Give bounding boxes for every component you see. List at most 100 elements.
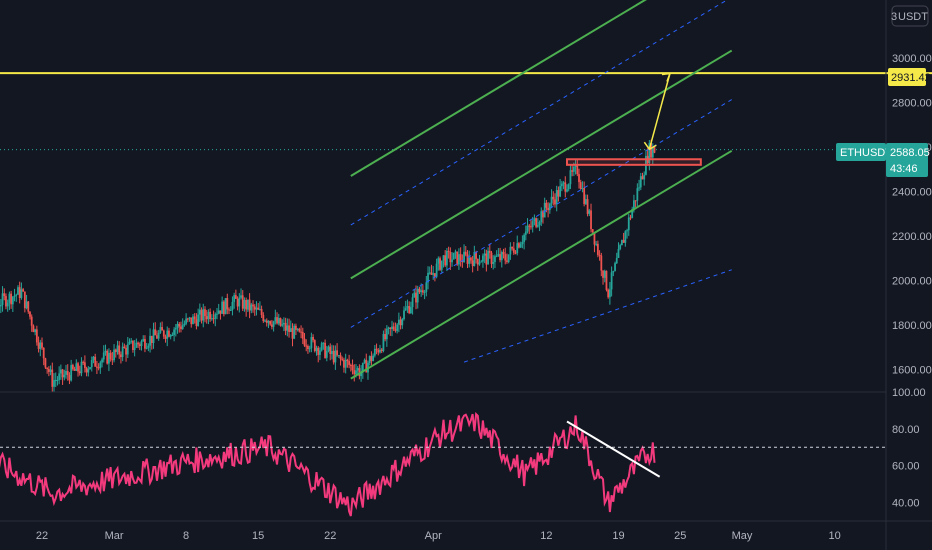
candle bbox=[499, 247, 501, 263]
candle bbox=[396, 323, 399, 334]
candle bbox=[101, 357, 103, 368]
candle bbox=[145, 342, 148, 350]
candle bbox=[71, 363, 74, 371]
rsi-axis[interactable]: 40.00 60.00 80.00 100.00 bbox=[892, 387, 926, 510]
candle bbox=[276, 312, 278, 325]
time-axis[interactable]: 22 Mar 8 15 22 Apr 12 19 25 May 10 bbox=[36, 530, 841, 542]
candle bbox=[535, 217, 538, 229]
candle bbox=[487, 247, 489, 265]
candle bbox=[643, 171, 646, 186]
candle bbox=[399, 316, 402, 330]
candle bbox=[298, 327, 301, 333]
channel-midline[interactable] bbox=[463, 269, 732, 363]
candle bbox=[166, 326, 169, 347]
candle bbox=[336, 343, 338, 357]
candle bbox=[106, 349, 109, 365]
candle bbox=[449, 247, 452, 270]
candle bbox=[8, 291, 11, 311]
candle bbox=[507, 254, 510, 264]
rsi-line bbox=[0, 411, 656, 517]
candle bbox=[181, 318, 184, 330]
candle bbox=[552, 191, 555, 206]
candle bbox=[576, 159, 579, 177]
price-tick-label: 2800.00 bbox=[892, 97, 932, 109]
candle bbox=[288, 318, 290, 338]
candle bbox=[418, 287, 421, 294]
channel-line[interactable] bbox=[350, 149, 733, 380]
candle bbox=[240, 288, 242, 300]
projection-arrow[interactable] bbox=[643, 72, 672, 151]
candle bbox=[154, 322, 157, 336]
candle bbox=[99, 360, 102, 374]
candle bbox=[186, 317, 189, 323]
candle bbox=[32, 324, 35, 333]
candle bbox=[10, 290, 13, 309]
candle bbox=[41, 337, 43, 350]
candle bbox=[307, 344, 309, 354]
rsi-tick-label: 40.00 bbox=[892, 498, 920, 510]
channel-line[interactable] bbox=[350, 49, 733, 280]
candle bbox=[343, 357, 345, 373]
candle bbox=[5, 293, 7, 310]
candle bbox=[274, 309, 277, 325]
candle bbox=[583, 181, 586, 207]
candle bbox=[205, 309, 208, 324]
candle bbox=[476, 258, 479, 271]
candle bbox=[308, 345, 311, 353]
candle bbox=[653, 146, 656, 154]
price-pane[interactable] bbox=[0, 0, 932, 393]
rsi-trendline[interactable] bbox=[566, 420, 661, 478]
candle bbox=[262, 312, 265, 323]
candle bbox=[214, 312, 217, 327]
candle bbox=[216, 308, 218, 320]
candle bbox=[11, 296, 14, 313]
candle bbox=[202, 303, 205, 328]
currency-selector[interactable]: 3 USDT bbox=[891, 5, 929, 27]
candle bbox=[152, 322, 155, 349]
channel-midline[interactable] bbox=[350, 0, 732, 226]
candle bbox=[46, 367, 49, 374]
candle bbox=[614, 261, 616, 272]
candle bbox=[391, 320, 393, 337]
candle bbox=[629, 214, 632, 221]
candle bbox=[53, 373, 55, 393]
candle bbox=[482, 253, 484, 268]
candle bbox=[222, 300, 225, 317]
candle bbox=[437, 256, 440, 271]
candle bbox=[488, 243, 491, 259]
candle bbox=[523, 233, 526, 250]
candle bbox=[588, 208, 591, 217]
candle bbox=[126, 337, 129, 359]
candle bbox=[147, 343, 150, 352]
candle bbox=[456, 251, 459, 266]
candle bbox=[446, 248, 448, 272]
last-price-tag: ETHUSDT 2588.05 43:46 bbox=[836, 143, 930, 177]
candle bbox=[454, 249, 457, 259]
candle bbox=[480, 259, 483, 263]
price-tick-label: 2000.00 bbox=[892, 276, 932, 288]
candle bbox=[590, 203, 592, 233]
candle bbox=[35, 325, 38, 346]
candle bbox=[617, 242, 620, 258]
candle bbox=[217, 303, 220, 315]
currency-prefix: 3 bbox=[891, 11, 897, 23]
candle bbox=[224, 297, 227, 315]
candle bbox=[584, 194, 587, 205]
candle bbox=[22, 287, 25, 292]
rsi-pane[interactable] bbox=[0, 411, 886, 517]
candle bbox=[375, 343, 378, 355]
candle bbox=[439, 256, 441, 271]
candle bbox=[464, 246, 467, 257]
resistance-box[interactable] bbox=[566, 158, 702, 166]
candle bbox=[118, 341, 121, 359]
candle bbox=[313, 339, 316, 353]
channel-line[interactable] bbox=[350, 0, 732, 177]
time-tick-label: 8 bbox=[183, 530, 189, 542]
candle bbox=[325, 345, 328, 362]
candle bbox=[111, 351, 114, 366]
candle bbox=[90, 356, 93, 372]
candle bbox=[295, 323, 297, 336]
channel-midline[interactable] bbox=[350, 99, 732, 328]
